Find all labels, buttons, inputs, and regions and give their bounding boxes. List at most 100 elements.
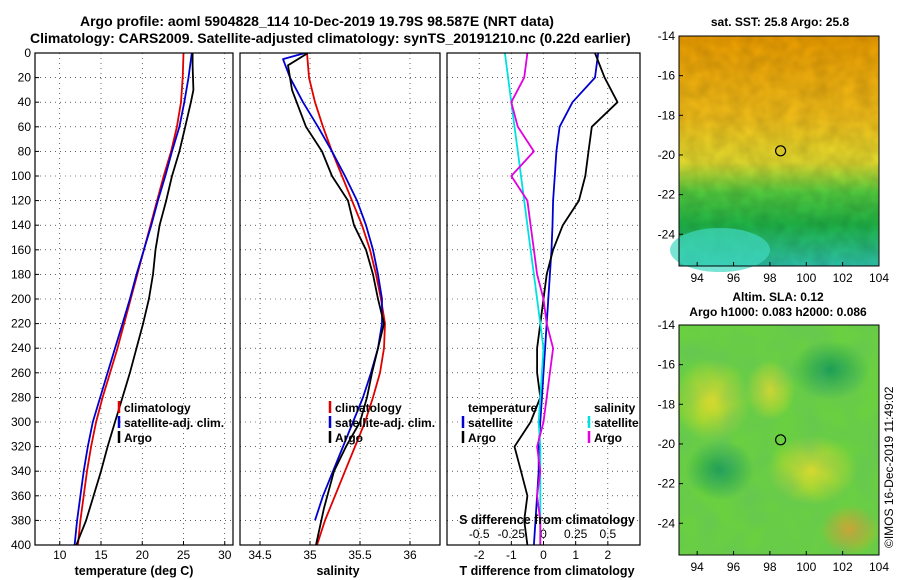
x-tick-label: -1 [506,548,517,562]
temperature-legend: climatology satellite-adj. clim. Argo [117,401,224,445]
legend-s-argo: Argo [594,431,622,445]
map-y-tick-label: -22 [658,477,676,491]
sla-map-title-line1: Altim. SLA: 0.12 [732,290,824,304]
legend-climatology: climatology [124,401,191,415]
x-tick-label: 0 [540,548,547,562]
y-tick-label: 40 [18,95,32,109]
imos-timestamp: ©IMOS 16-Dec-2019 11:49:02 [882,386,896,548]
y-tick-label: 100 [11,169,31,183]
map-y-tick-label: -14 [658,318,676,332]
y-tick-label: 260 [11,366,31,380]
s-diff-tick-label: -0.25 [498,527,526,541]
map-y-tick-label: -20 [658,148,676,162]
salinity-plot-frame [239,52,441,546]
temperature-panel: 0 20 40 60 80 100 120 140 160 180 200 220 240 260 280 3… [11,46,234,578]
x-tick-label: 36 [403,548,417,562]
salinity-grid [240,52,440,546]
map-y-tick-label: -22 [658,188,676,202]
y-tick-label: 360 [11,489,31,503]
t-difference-xlabel: T difference from climatology [459,564,634,578]
sst-map-ticks: 94 96 98 100 102 104 -14 -16 -18 -20 -22 -24 [658,29,890,285]
difference-lines [504,53,619,545]
s-diff-tick-label: 0 [540,527,547,541]
x-tick-label: 30 [218,548,232,562]
temperature-xlabel: temperature (deg C) [75,564,194,578]
series-line-s-satellite [504,53,545,545]
legend-title-salinity: salinity [594,401,636,415]
map-x-tick-label: 100 [796,271,816,285]
map-x-tick-label: 98 [763,560,777,574]
series-line-climatology [306,53,386,545]
series-line-satellite-adj-clim- [282,53,383,521]
series-line-satellite-adj-clim- [73,53,193,545]
sst-argo-location-marker [774,145,787,157]
t-difference-axis-ticks: -2 -1 0 1 2 [474,541,611,562]
salinity-axis-ticks: 34.5 35 35.5 36 [248,541,417,562]
y-tick-label: 380 [11,513,31,527]
sla-map-frame [678,324,880,556]
map-x-tick-label: 98 [763,271,777,285]
map-x-tick-label: 94 [691,271,705,285]
y-tick-label: 240 [11,341,31,355]
map-x-tick-label: 102 [833,560,853,574]
y-tick-label: 280 [11,390,31,404]
difference-panel: -2 -1 0 1 2 -0.5 -0.25 0 0.25 0.5 T difference f… [446,52,641,578]
x-tick-label: 35 [303,548,317,562]
series-line-argo [287,53,385,545]
sla-map-title-line2: Argo h1000: 0.083 h2000: 0.086 [689,305,867,319]
map-y-tick-label: -18 [658,397,676,411]
sla-map-ticks: 94 96 98 100 102 104 -14 -16 -18 -20 -22 -24 [658,318,890,574]
x-tick-label: 15 [94,548,108,562]
map-x-tick-label: 100 [796,560,816,574]
y-tick-label: 20 [18,71,32,85]
sla-map-panel: Altim. SLA: 0.12 Argo h1000: 0.083 h2000… [658,290,890,574]
sst-map-title: sat. SST: 25.8 Argo: 25.8 [711,15,850,29]
map-x-tick-label: 96 [727,560,741,574]
map-y-tick-label: -24 [658,227,676,241]
map-y-tick-label: -16 [658,69,676,83]
legend-argo: Argo [124,431,152,445]
series-line-s-argo [510,53,554,545]
y-tick-label: 300 [11,415,31,429]
y-tick-label: 200 [11,292,31,306]
temperature-lines [73,53,195,545]
s-diff-tick-label: -0.5 [469,527,490,541]
s-diff-tick-label: 0.5 [599,527,616,541]
legend-satellite-adj: satellite-adj. clim. [124,416,224,430]
sst-map-frame [678,35,880,267]
s-difference-xlabel: S difference from climatology [459,513,635,527]
figure-title-line2: Climatology: CARS2009. Satellite-adjuste… [30,30,631,46]
difference-legend-temperature: temperature satellite Argo [461,401,538,445]
legend-satellite-adj-s: satellite-adj. clim. [335,416,435,430]
y-tick-label: 320 [11,440,31,454]
salinity-lines [282,53,386,545]
map-y-tick-label: -16 [658,358,676,372]
x-tick-label: 35.5 [348,548,372,562]
legend-t-satellite: satellite [468,416,513,430]
y-tick-label: 220 [11,317,31,331]
map-x-tick-label: 94 [691,560,705,574]
x-tick-label: 20 [136,548,150,562]
series-line-argo [75,53,195,545]
x-tick-label: 2 [604,548,611,562]
legend-title-temperature: temperature [468,401,538,415]
x-tick-label: 10 [53,548,67,562]
map-y-tick-label: -24 [658,516,676,530]
x-tick-label: -2 [474,548,485,562]
s-difference-axis-ticks: -0.5 -0.25 0 0.25 0.5 [469,527,617,541]
temperature-grid [35,52,233,546]
legend-argo-s: Argo [335,431,363,445]
difference-legend-salinity: salinity satellite Argo [587,401,639,445]
map-x-tick-label: 102 [833,271,853,285]
figure-title-line1: Argo profile: aoml 5904828_114 10-Dec-20… [80,13,554,29]
legend-t-argo: Argo [468,431,496,445]
sla-argo-location-marker [774,434,787,446]
sst-map-panel: sat. SST: 25.8 Argo: 25.8 94 96 98 100 102 10… [658,15,890,285]
y-tick-label: 160 [11,243,31,257]
y-tick-label: 340 [11,464,31,478]
map-x-tick-label: 104 [869,560,889,574]
legend-s-satellite: satellite [594,416,639,430]
y-tick-label: 400 [11,538,31,552]
sst-cool-patch [670,228,770,272]
